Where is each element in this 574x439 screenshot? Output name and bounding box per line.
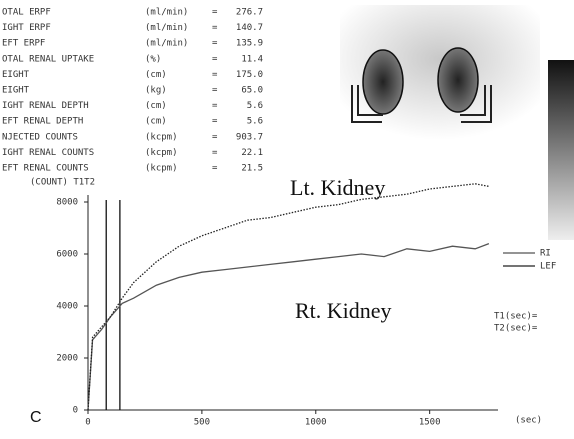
side-label: T1(sec)=: [494, 312, 538, 322]
param-value: 276.7: [236, 8, 263, 18]
y-tick-label: 0: [73, 406, 78, 416]
param-label: IGHT ERPF: [2, 23, 51, 33]
page: C OTAL ERPF (ml/min) = 276.7 IGHT ERPF (ml/mi…: [0, 0, 574, 439]
param-equals: =: [212, 117, 218, 127]
param-label: EIGHT: [2, 70, 30, 80]
series-line: [88, 184, 489, 410]
y-tick-label: 6000: [56, 250, 78, 260]
annotation: Rt. Kidney: [295, 298, 392, 323]
param-label: EFT ERPF: [2, 39, 45, 49]
x-tick-label: 0: [85, 418, 90, 428]
param-equals: =: [212, 23, 218, 33]
param-unit: (cm): [145, 70, 167, 80]
param-label: IGHT RENAL DEPTH: [2, 101, 89, 111]
param-value: 903.7: [236, 132, 263, 142]
x-axis-label: (sec): [515, 416, 542, 426]
x-tick-label: 1500: [419, 418, 441, 428]
param-unit: (kcpm): [145, 148, 178, 158]
y-tick-label: 8000: [56, 198, 78, 208]
legend-label: LEF: [540, 262, 556, 272]
param-label: NJECTED COUNTS: [2, 132, 78, 142]
param-unit: (kcpm): [145, 164, 178, 174]
param-label: EFT RENAL DEPTH: [2, 117, 83, 127]
param-unit: (kcpm): [145, 132, 178, 142]
param-value: 22.1: [241, 148, 263, 158]
param-value: 5.6: [247, 101, 263, 111]
param-unit: (cm): [145, 101, 167, 111]
x-tick-label: 500: [194, 418, 210, 428]
param-unit: (ml/min): [145, 23, 188, 33]
param-value: 140.7: [236, 23, 263, 33]
x-tick-label: 1000: [305, 418, 327, 428]
param-equals: =: [212, 54, 218, 64]
param-label: EIGHT: [2, 86, 30, 96]
param-unit: (ml/min): [145, 8, 188, 18]
param-value: 175.0: [236, 70, 263, 80]
param-label: OTAL ERPF: [2, 8, 51, 18]
param-value: 65.0: [241, 86, 263, 96]
side-label: T2(sec)=: [494, 324, 538, 334]
y-axis-label: (COUNT) T1T2: [30, 178, 95, 188]
param-value: 11.4: [241, 54, 263, 64]
param-equals: =: [212, 70, 218, 80]
param-label: OTAL RENAL UPTAKE: [2, 54, 94, 64]
param-unit: (cm): [145, 117, 167, 127]
param-equals: =: [212, 101, 218, 111]
param-equals: =: [212, 164, 218, 174]
annotation: Lt. Kidney: [290, 175, 385, 200]
param-equals: =: [212, 86, 218, 96]
panel-label: C: [30, 409, 42, 426]
param-unit: (kg): [145, 86, 167, 96]
series-line: [88, 244, 489, 410]
kidney-image: [340, 5, 574, 240]
param-unit: (ml/min): [145, 39, 188, 49]
param-value: 135.9: [236, 39, 263, 49]
param-value: 21.5: [241, 164, 263, 174]
param-equals: =: [212, 8, 218, 18]
y-tick-label: 4000: [56, 302, 78, 312]
param-equals: =: [212, 132, 218, 142]
param-label: EFT RENAL COUNTS: [2, 164, 89, 174]
y-tick-label: 2000: [56, 354, 78, 364]
param-equals: =: [212, 39, 218, 49]
param-value: 5.6: [247, 117, 263, 127]
param-unit: (%): [145, 54, 161, 64]
param-equals: =: [212, 148, 218, 158]
param-label: IGHT RENAL COUNTS: [2, 148, 94, 158]
legend-label: RI: [540, 249, 551, 259]
